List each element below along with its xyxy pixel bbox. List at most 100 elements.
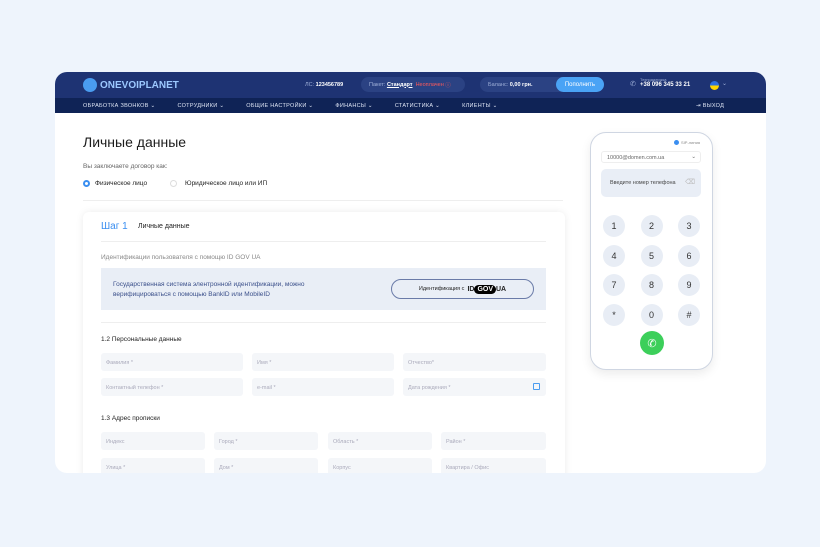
call-button[interactable]: ✆	[640, 331, 664, 355]
backspace-icon[interactable]: ⌫	[685, 179, 695, 186]
nav-label: ОБРАБОТКА ЗВОНКОВ	[83, 102, 149, 109]
nav-item[interactable]: ОБЩИЕ НАСТРОЙКИ ⌄	[246, 102, 314, 109]
key-button[interactable]: 1	[603, 215, 625, 237]
birthdate-field[interactable]: Дата рождения *	[403, 378, 546, 396]
divider	[101, 322, 546, 323]
nav-label: СОТРУДНИКИ	[177, 102, 218, 109]
id-text-line: верифицироваться с помощью BankID или Mo…	[113, 291, 270, 298]
key-button[interactable]: 2	[640, 215, 663, 237]
radio-label: Физическое лицо	[95, 180, 148, 187]
support-phone[interactable]: +38 096 345 33 21	[640, 82, 691, 88]
step-title: Личные данные	[138, 223, 190, 230]
radio-unchecked[interactable]	[170, 180, 177, 187]
account-info: ЛС: 123456789	[305, 82, 343, 88]
package-status: Неоплачен	[415, 81, 444, 88]
logout-icon: ⇥	[696, 102, 701, 109]
package-label: Пакет:	[369, 81, 386, 88]
step-label: Шаг 1	[101, 221, 128, 232]
balance-pill: Баланс: 0,00 грн. Пополнить	[480, 77, 604, 92]
account-number: 123456789	[315, 82, 344, 88]
nav-item[interactable]: КЛИЕНТЫ ⌄	[462, 102, 498, 109]
id-heading: Идентификации пользователя с помощю ID G…	[101, 254, 261, 261]
id-panel: Государственная система элентронной иден…	[101, 268, 546, 310]
nav-item[interactable]: ФИНАНСЫ ⌄	[335, 102, 373, 109]
page-title: Личные данные	[83, 134, 187, 150]
top-bar: ONEVOIPLANET ЛС: 123456789 Пакет: Станда…	[55, 72, 766, 98]
account-value: 10000@domen.com.ua	[607, 155, 665, 161]
balance-label: Баланс:	[488, 81, 509, 88]
apartment-field[interactable]: Квартира / Офис	[441, 458, 546, 473]
address-heading: 1.3 Адрес прописки	[101, 415, 160, 422]
radio-label: Юридическое лицо или ИП	[185, 180, 268, 187]
nav-item[interactable]: СТАТИСТИКА ⌄	[394, 102, 441, 109]
logo[interactable]: ONEVOIPLANET	[83, 78, 179, 92]
city-field[interactable]: Город *	[214, 432, 318, 450]
nav-label: ОБЩИЕ НАСТРОЙКИ	[246, 102, 307, 109]
region-field[interactable]: Область *	[328, 432, 432, 450]
email-field[interactable]: e-mail *	[252, 378, 394, 396]
balance-value: 0,00 грн.	[509, 81, 533, 88]
personal-heading: 1.2 Персональные данные	[101, 336, 182, 343]
support-label: Техподдержка	[640, 77, 667, 82]
key-button[interactable]: 7	[603, 274, 625, 296]
ua-flag-icon[interactable]	[710, 81, 719, 90]
patronymic-field[interactable]: Отчество*	[403, 353, 546, 371]
birthdate-placeholder: Дата рождения *	[408, 385, 451, 391]
key-button[interactable]: 5	[640, 244, 663, 267]
step-card: Шаг 1 Личные данные Идентификации пользо…	[83, 212, 565, 473]
postcode-field[interactable]: Индекс	[101, 432, 205, 450]
last-name-field[interactable]: Фамилия *	[101, 353, 243, 371]
divider	[83, 200, 563, 201]
chevron-down-icon: ⌄	[691, 154, 696, 160]
chevron-down-icon[interactable]: ⌄	[722, 81, 728, 87]
nav-item[interactable]: ОБРАБОТКА ЗВОНКОВ ⌄	[83, 102, 156, 109]
logout-button[interactable]: ⇥ ВЫХОД	[696, 103, 724, 109]
topup-button[interactable]: Пополнить	[555, 77, 604, 92]
radio-checked[interactable]	[83, 180, 90, 187]
phone-icon: ✆	[630, 81, 636, 88]
logo-text: ONEVOIPLANET	[100, 79, 179, 91]
status-icon	[674, 140, 680, 145]
key-button[interactable]: #	[678, 303, 700, 326]
id-gov-logo: ID GOV UA	[467, 284, 507, 294]
first-name-field[interactable]: Имя *	[252, 353, 394, 371]
status-label: SIP-линия	[681, 140, 700, 145]
id-text: Государственная система элентронной иден…	[113, 280, 304, 300]
key-button[interactable]: *	[603, 303, 625, 326]
support: Техподдержка +38 096 345 33 21	[640, 77, 690, 88]
account-select[interactable]: 10000@domen.com.ua ⌄	[601, 151, 701, 163]
number-input[interactable]: Введите номер телефона ⌫	[601, 169, 701, 197]
divider	[101, 241, 546, 242]
radio-legal[interactable]: Юридическое лицо или ИП	[170, 180, 267, 187]
number-placeholder: Введите номер телефона	[610, 180, 676, 186]
phone-field[interactable]: Контактный телефон *	[101, 378, 243, 396]
globe-icon	[83, 78, 97, 92]
logout-label: ВЫХОД	[702, 102, 725, 109]
account-label: ЛС:	[305, 82, 315, 88]
key-button[interactable]: 8	[640, 274, 663, 296]
key-button[interactable]: 6	[678, 244, 700, 267]
key-button[interactable]: 4	[603, 244, 625, 267]
package-name[interactable]: Стандарт	[386, 81, 413, 88]
main-nav: ОБРАБОТКА ЗВОНКОВ ⌄ СОТРУДНИКИ ⌄ ОБЩИЕ Н…	[55, 98, 766, 113]
house-field[interactable]: Дом *	[214, 458, 318, 473]
id-button-label: Идентификация с	[418, 286, 465, 292]
id-text-line: Государственная система элентронной иден…	[113, 281, 305, 288]
info-icon: ⓘ	[445, 82, 451, 89]
nav-label: ФИНАНСЫ	[335, 102, 367, 109]
nav-label: КЛИЕНТЫ	[462, 102, 491, 109]
district-field[interactable]: Район *	[441, 432, 546, 450]
app-window: ONEVOIPLANET ЛС: 123456789 Пакет: Станда…	[55, 72, 766, 473]
key-button[interactable]: 3	[678, 215, 700, 237]
key-button[interactable]: 9	[678, 274, 700, 296]
key-button[interactable]: 0	[640, 303, 663, 326]
radio-individual[interactable]: Физическое лицо	[83, 180, 147, 187]
building-field[interactable]: Корпус	[328, 458, 432, 473]
package-pill[interactable]: Пакет: Стандарт Неоплачен ⓘ	[361, 77, 465, 92]
phone-call-icon: ✆	[647, 337, 657, 350]
id-gov-button[interactable]: Идентификация с ID GOV UA	[391, 279, 534, 299]
nav-label: СТАТИСТИКА	[394, 102, 434, 109]
street-field[interactable]: Улица *	[101, 458, 205, 473]
calendar-icon[interactable]	[533, 383, 540, 390]
nav-item[interactable]: СОТРУДНИКИ ⌄	[177, 102, 225, 109]
